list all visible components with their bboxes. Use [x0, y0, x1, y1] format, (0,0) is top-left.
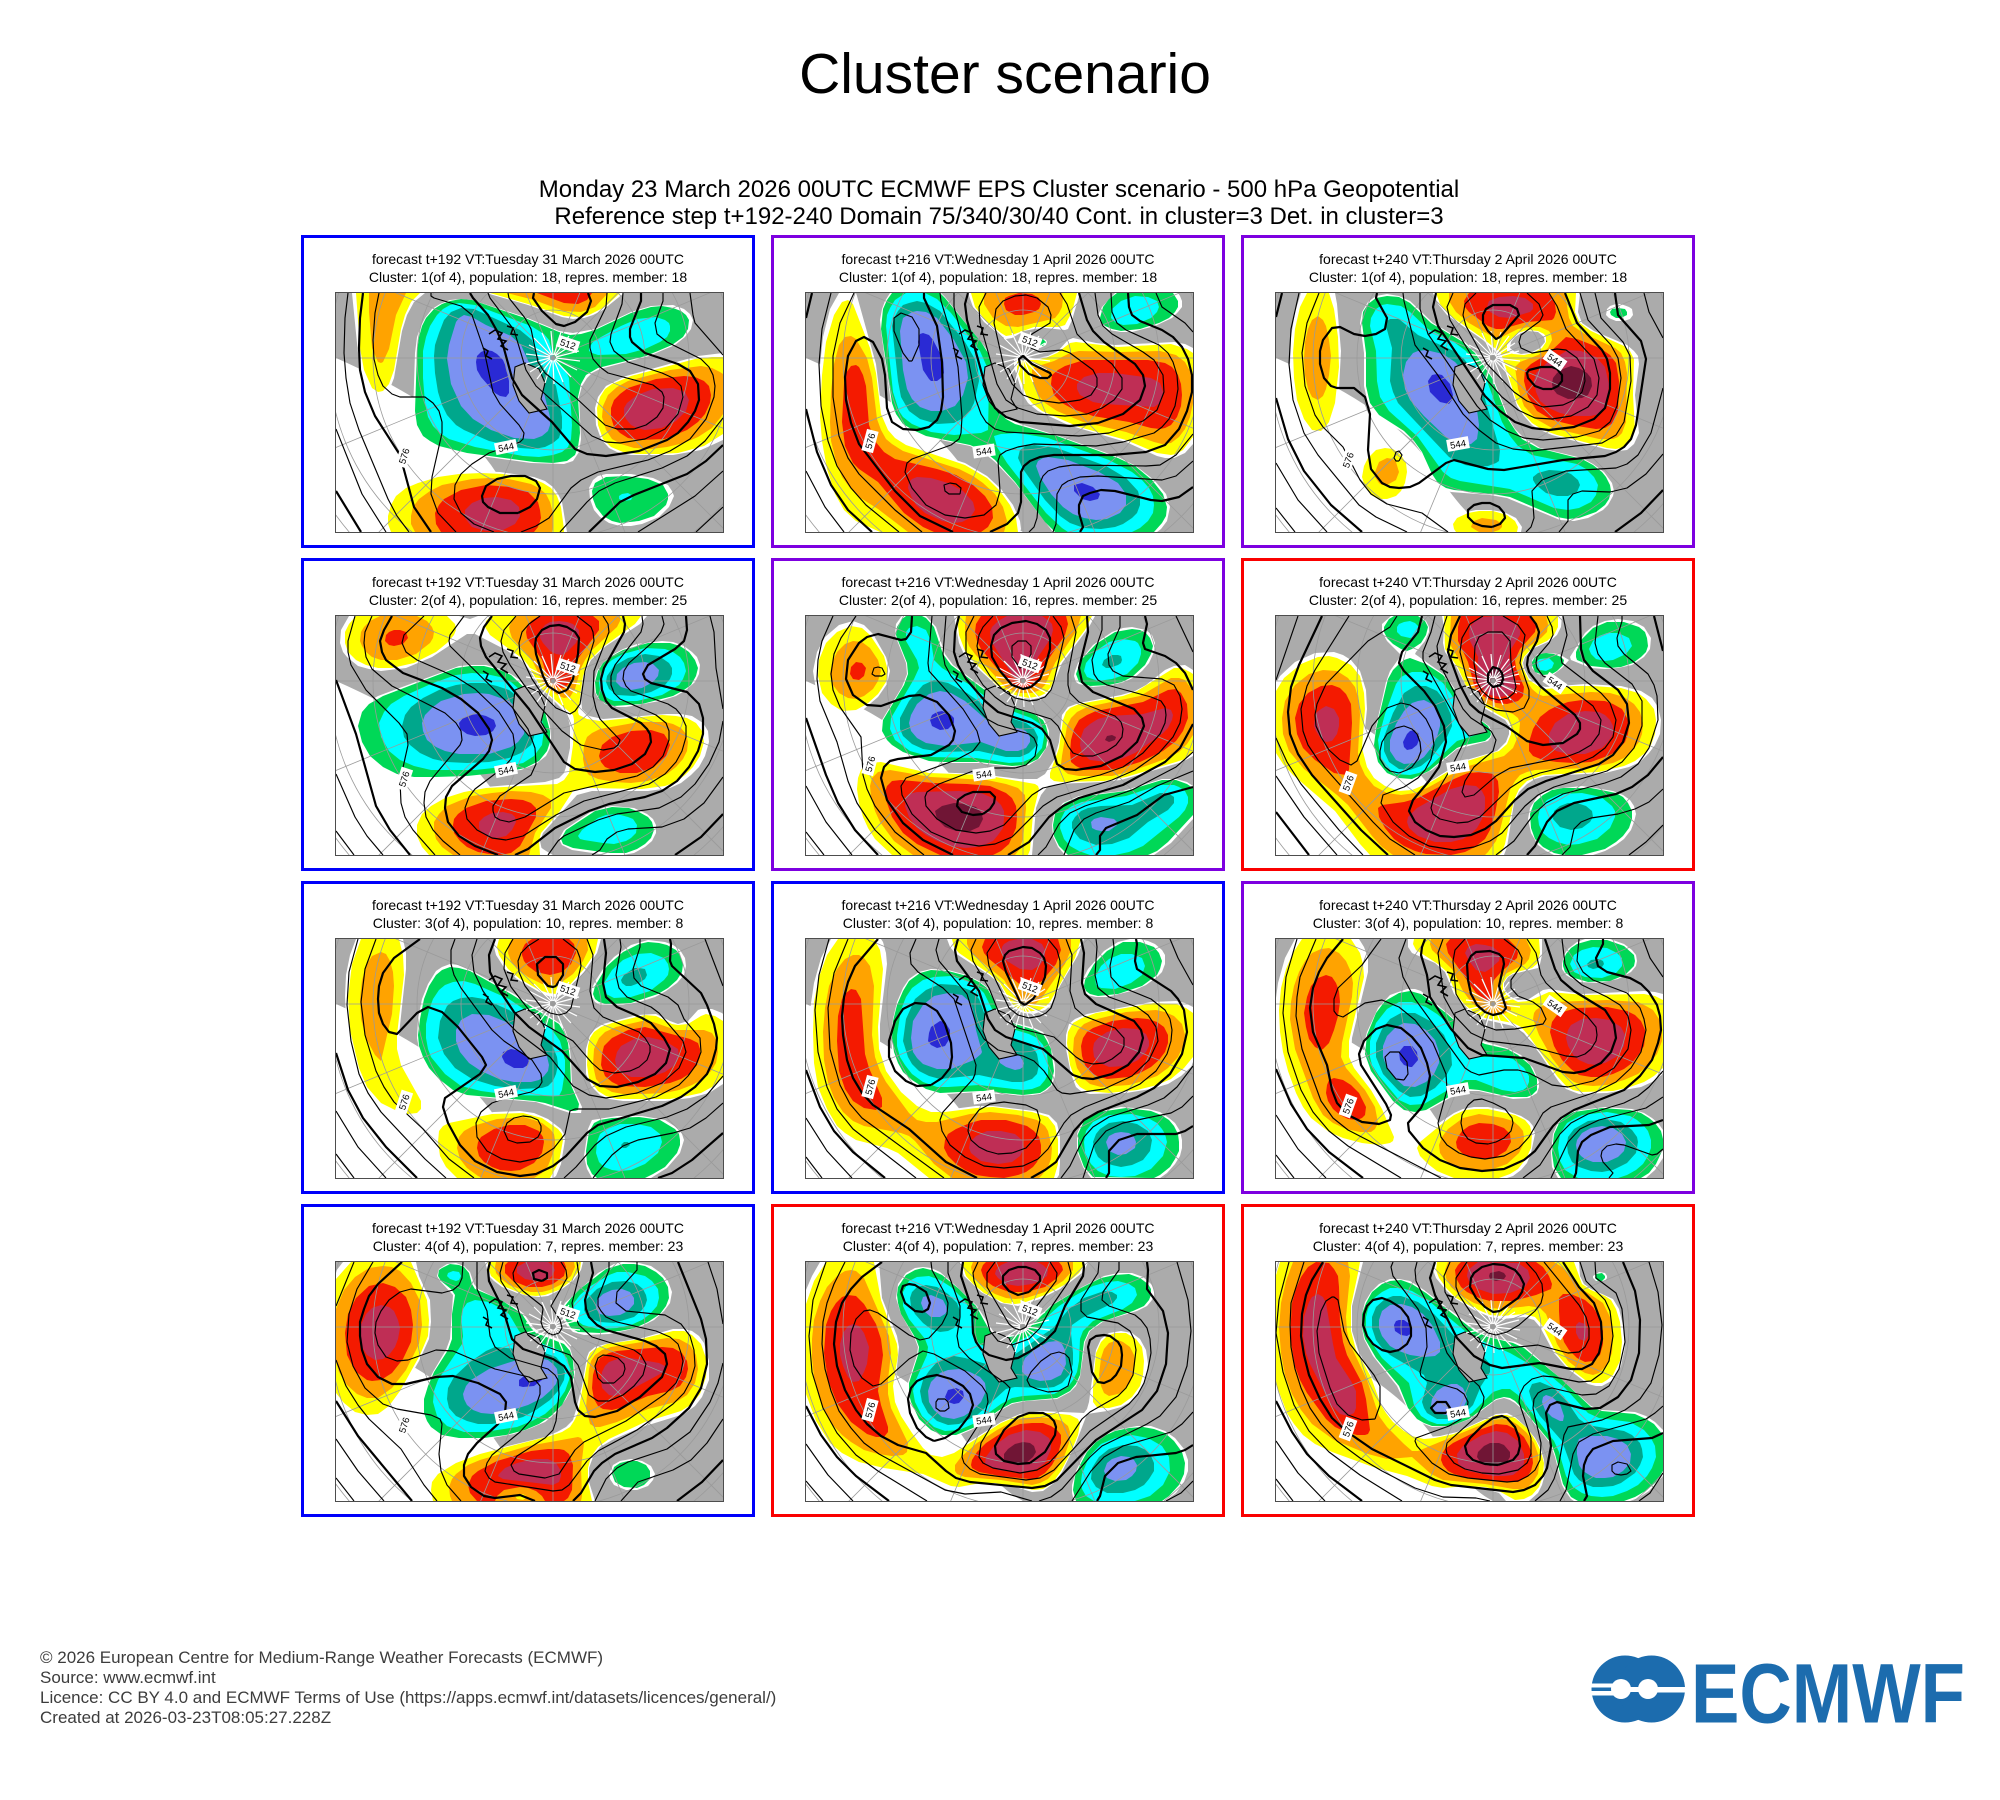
svg-text:544: 544 — [1449, 1407, 1467, 1421]
svg-text:544: 544 — [976, 1414, 993, 1427]
svg-text:576: 576 — [397, 770, 412, 788]
svg-text:512: 512 — [558, 337, 576, 352]
svg-text:576: 576 — [864, 755, 879, 773]
svg-text:544: 544 — [497, 764, 515, 778]
svg-text:ECMWF: ECMWF — [1691, 1652, 1965, 1732]
svg-text:512: 512 — [1020, 980, 1039, 996]
svg-text:544: 544 — [1449, 761, 1467, 775]
svg-text:576: 576 — [864, 1401, 879, 1419]
svg-text:576: 576 — [397, 447, 412, 465]
svg-text:544: 544 — [1449, 1084, 1467, 1098]
svg-text:576: 576 — [397, 1093, 412, 1111]
svg-text:544: 544 — [976, 1091, 993, 1104]
svg-text:576: 576 — [1341, 1420, 1357, 1439]
svg-text:544: 544 — [1449, 438, 1467, 452]
svg-text:512: 512 — [1020, 1303, 1039, 1319]
svg-text:576: 576 — [1341, 451, 1357, 470]
svg-text:544: 544 — [976, 445, 993, 458]
svg-text:576: 576 — [864, 432, 879, 450]
svg-text:576: 576 — [1341, 1097, 1357, 1116]
svg-text:576: 576 — [397, 1416, 412, 1434]
svg-text:544: 544 — [976, 768, 993, 781]
svg-text:512: 512 — [1020, 657, 1039, 673]
svg-text:544: 544 — [497, 1410, 515, 1424]
svg-text:512: 512 — [558, 1306, 576, 1321]
svg-text:576: 576 — [1341, 774, 1357, 793]
svg-text:544: 544 — [497, 1087, 515, 1101]
svg-text:512: 512 — [1020, 334, 1039, 350]
svg-text:576: 576 — [864, 1078, 879, 1096]
svg-text:512: 512 — [558, 660, 576, 675]
svg-text:544: 544 — [497, 441, 515, 455]
svg-text:512: 512 — [558, 983, 576, 998]
